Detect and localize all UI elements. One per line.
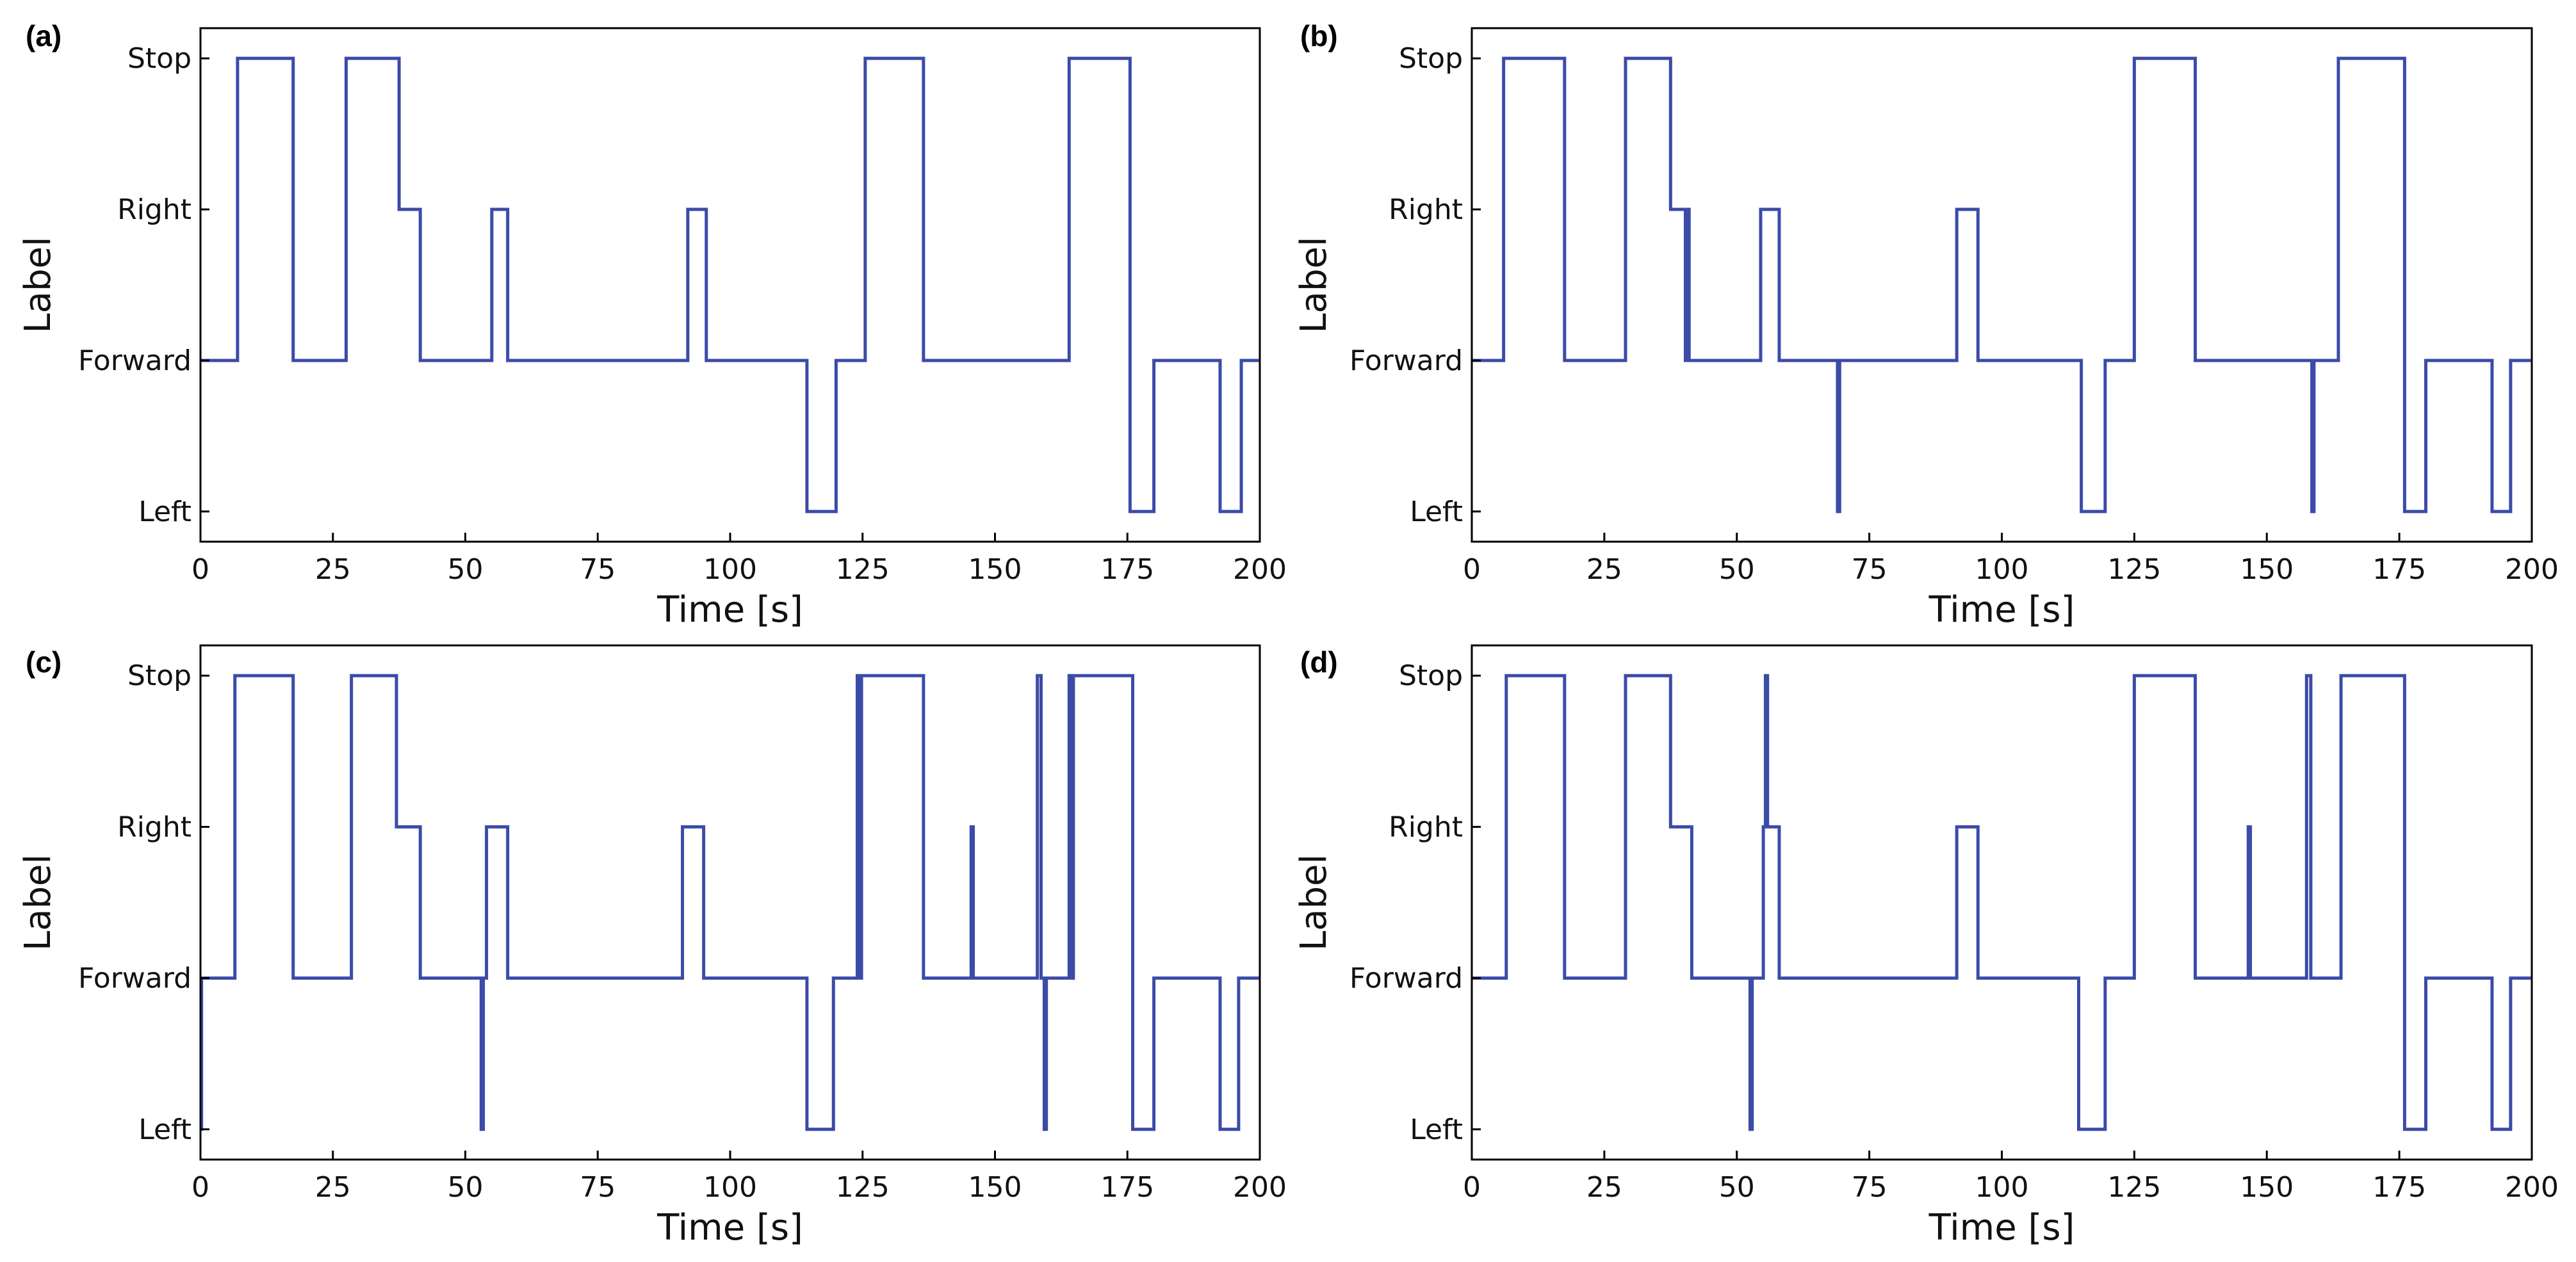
y-tick-label: Right bbox=[1389, 811, 1463, 843]
x-tick-label: 50 bbox=[448, 553, 484, 586]
subplot-d: 0 25 50 75 100 125 150 175 200 Left Forward Right St… bbox=[1293, 644, 2559, 1249]
x-tick-label: 100 bbox=[703, 553, 757, 586]
x-tick-label: 175 bbox=[2372, 1171, 2426, 1204]
y-tick-label: Stop bbox=[127, 659, 192, 692]
x-tick-label: 125 bbox=[2107, 553, 2161, 586]
x-tick-label: 200 bbox=[1233, 553, 1287, 586]
y-tick-label: Forward bbox=[78, 344, 192, 377]
x-tick-label: 25 bbox=[1586, 1171, 1622, 1204]
x-tick-label: 0 bbox=[192, 553, 209, 586]
x-tick-label: 25 bbox=[315, 1171, 351, 1204]
x-tick-label: 100 bbox=[1975, 1171, 2029, 1204]
x-tick-label: 75 bbox=[580, 553, 615, 586]
x-tick-label: 175 bbox=[1100, 1171, 1154, 1204]
y-tick-label: Left bbox=[1410, 1113, 1463, 1146]
x-axis-label: Time [s] bbox=[656, 1207, 803, 1249]
x-tick-label: 125 bbox=[2107, 1171, 2161, 1204]
x-axis-label: Time [s] bbox=[656, 589, 803, 631]
y-tick-label: Left bbox=[1410, 496, 1463, 528]
data-line bbox=[1472, 674, 2532, 1131]
x-tick-label: 200 bbox=[2505, 553, 2559, 586]
data-line bbox=[200, 56, 1260, 514]
y-axis-label: Label bbox=[1293, 236, 1335, 333]
panel-label: (d) bbox=[1300, 645, 1338, 679]
axes-frame bbox=[199, 27, 1261, 543]
x-tick-label: 125 bbox=[836, 1171, 890, 1204]
y-tick-label: Forward bbox=[1349, 344, 1463, 377]
y-tick-label: Stop bbox=[1399, 659, 1463, 692]
y-axis-label: Label bbox=[1293, 854, 1335, 951]
y-tick-label: Left bbox=[138, 1113, 192, 1146]
y-axis-label: Label bbox=[17, 236, 59, 333]
x-axis-label: Time [s] bbox=[1928, 1207, 2075, 1249]
x-tick-label: 75 bbox=[1852, 1171, 1887, 1204]
y-tick-label: Forward bbox=[1349, 962, 1463, 995]
subplot-b: 0 25 50 75 100 125 150 175 200 Left Forward Right St… bbox=[1293, 19, 2559, 631]
x-tick-label: 75 bbox=[580, 1171, 615, 1204]
y-tick-label: Right bbox=[1389, 193, 1463, 226]
y-tick-label: Left bbox=[138, 496, 192, 528]
y-tick-label: Right bbox=[117, 811, 192, 843]
panel-label: (c) bbox=[26, 645, 61, 679]
panel-label: (a) bbox=[26, 19, 61, 53]
x-tick-label: 200 bbox=[1233, 1171, 1287, 1204]
panel-label: (b) bbox=[1300, 19, 1338, 53]
data-line bbox=[1472, 56, 2532, 514]
x-axis-label: Time [s] bbox=[1928, 589, 2075, 631]
x-tick-label: 100 bbox=[1975, 553, 2029, 586]
x-tick-label: 175 bbox=[2372, 553, 2426, 586]
x-tick-label: 50 bbox=[448, 1171, 484, 1204]
axes-frame bbox=[1471, 27, 2533, 543]
subplot-a: 0 25 50 75 100 125 150 175 200 Left Forward Right St… bbox=[17, 19, 1287, 631]
x-tick-label: 25 bbox=[1586, 553, 1622, 586]
x-tick-label: 125 bbox=[836, 553, 890, 586]
x-tick-label: 200 bbox=[2505, 1171, 2559, 1204]
y-tick-label: Right bbox=[117, 193, 192, 226]
x-tick-label: 50 bbox=[1719, 1171, 1755, 1204]
axes-frame bbox=[199, 644, 1261, 1161]
y-tick-label: Stop bbox=[1399, 42, 1463, 75]
x-tick-label: 0 bbox=[192, 1171, 209, 1204]
x-tick-label: 150 bbox=[968, 1171, 1022, 1204]
x-tick-label: 0 bbox=[1463, 553, 1481, 586]
data-line bbox=[200, 674, 1260, 1131]
x-tick-label: 150 bbox=[2240, 553, 2294, 586]
x-tick-label: 0 bbox=[1463, 1171, 1481, 1204]
x-tick-label: 50 bbox=[1719, 553, 1755, 586]
x-tick-label: 75 bbox=[1852, 553, 1887, 586]
x-tick-label: 100 bbox=[703, 1171, 757, 1204]
y-tick-label: Forward bbox=[78, 962, 192, 995]
y-tick-label: Stop bbox=[127, 42, 192, 75]
x-tick-label: 150 bbox=[968, 553, 1022, 586]
x-tick-label: 175 bbox=[1100, 553, 1154, 586]
x-tick-label: 150 bbox=[2240, 1171, 2294, 1204]
x-tick-label: 25 bbox=[315, 553, 351, 586]
axes-frame bbox=[1471, 644, 2533, 1161]
subplot-c: 0 25 50 75 100 125 150 175 200 Left Forward Right St… bbox=[17, 644, 1287, 1249]
y-axis-label: Label bbox=[17, 854, 59, 951]
